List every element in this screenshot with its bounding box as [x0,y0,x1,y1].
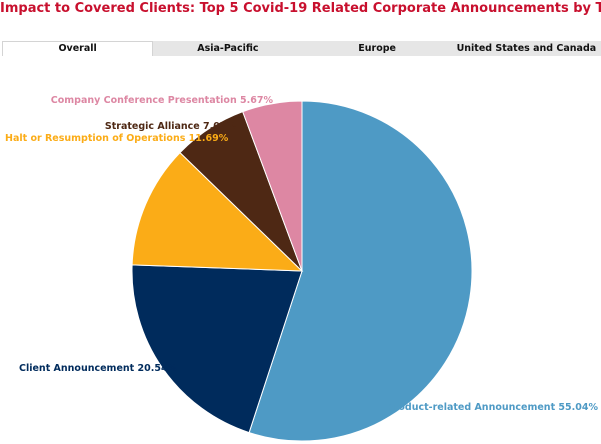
slice-label-halt-or-resumption-of-operations: Halt or Resumption of Operations 11.69% [5,133,229,144]
pie-slice-company-conference-presentation[interactable] [242,100,303,272]
pie-slice-client-announcement[interactable] [131,264,303,434]
slice-label-strategic-alliance: Strategic Alliance 7.07% [105,121,237,132]
pie-labels: Product-related Announcement 55.04% Clien… [5,95,598,413]
chart-title: Impact to Covered Clients: Top 5 Covid-1… [0,1,601,16]
tab-overall[interactable]: Overall [2,41,154,56]
slice-label-company-conference-presentation: Company Conference Presentation 5.67% [51,95,274,106]
slice-label-product-related-announcement: Product-related Announcement 55.04% [387,402,599,413]
tab-united-states-and-canada[interactable]: United States and Canada [456,43,597,54]
pie-slice-product-related-announcement[interactable] [248,100,473,442]
pie-slice-halt-or-resumption-of-operations[interactable] [131,151,304,272]
pie-slices [131,100,473,442]
tab-asia-pacific[interactable]: Asia-Pacific [197,43,259,54]
region-tabs: Overall Asia-Pacific Europe United State… [2,41,601,56]
tab-europe[interactable]: Europe [358,43,396,54]
slice-label-client-announcement: Client Announcement 20.54% [19,363,178,374]
